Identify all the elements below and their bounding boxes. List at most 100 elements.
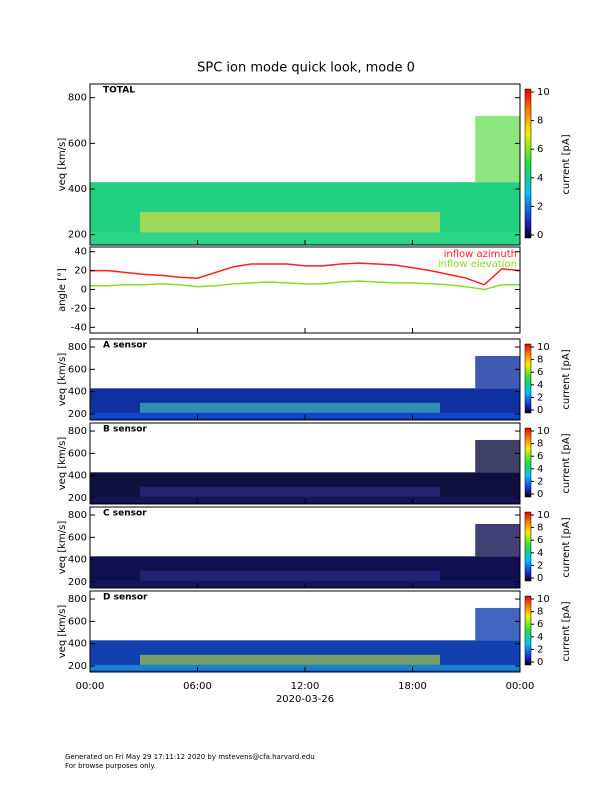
panel-label: D sensor — [103, 593, 148, 603]
y-axis-label: veq [km/s] — [57, 353, 68, 407]
colorbar-tick-label: 2 — [537, 392, 543, 403]
colorbar-label: current [pA] — [561, 349, 572, 409]
x-tick-label: 18:00 — [398, 681, 427, 692]
y-tick-label: 400 — [68, 184, 87, 195]
colorbar — [524, 511, 532, 582]
y-tick-label: 600 — [68, 448, 87, 459]
colorbar-tick-label: 6 — [537, 144, 543, 155]
y-tick-label: 200 — [68, 409, 87, 420]
x-tick-label: 12:00 — [291, 681, 320, 692]
y-axis-label: veq [km/s] — [57, 437, 68, 491]
y-tick-label: 400 — [68, 639, 87, 650]
spectrogram-band — [140, 570, 440, 581]
y-tick-label: 600 — [68, 138, 87, 149]
x-tick-label: 06:00 — [183, 681, 212, 692]
spectrogram-band — [140, 211, 440, 233]
colorbar-tick-label: 0 — [537, 405, 543, 416]
y-tick-label: -20 — [71, 303, 87, 314]
colorbar-label: current [pA] — [561, 134, 572, 194]
y-tick-label: 600 — [68, 532, 87, 543]
panel-label: B sensor — [103, 425, 147, 435]
panel-label: A sensor — [103, 341, 148, 351]
colorbar-tick-label: 2 — [537, 644, 543, 655]
y-tick-label: 800 — [68, 342, 87, 353]
y-tick-label: 400 — [68, 387, 87, 398]
colorbar-tick-label: 10 — [537, 87, 550, 98]
colorbar — [524, 427, 532, 498]
footer: For browse purposes only. — [65, 762, 156, 770]
y-tick-label: 800 — [68, 93, 87, 104]
legend-entry: inflow elevation — [438, 259, 517, 270]
y-axis-label: veq [km/s] — [57, 521, 68, 575]
colorbar-tick-label: 6 — [537, 451, 543, 462]
x-tick-label: 00:00 — [506, 681, 535, 692]
y-tick-label: 0 — [81, 285, 87, 296]
spectrogram-band — [90, 232, 520, 244]
y-tick-label: 200 — [68, 493, 87, 504]
colorbar-tick-label: 6 — [537, 367, 543, 378]
panel-label: TOTAL — [103, 86, 135, 96]
colorbar-tick-label: 0 — [537, 657, 543, 668]
y-tick-label: 400 — [68, 555, 87, 566]
y-tick-label: 800 — [68, 594, 87, 605]
colorbar-tick-label: 6 — [537, 535, 543, 546]
colorbar-tick-label: 2 — [537, 476, 543, 487]
colorbar-tick-label: 8 — [537, 355, 543, 366]
y-axis-label: veq [km/s] — [57, 605, 68, 659]
panel-label: C sensor — [103, 509, 147, 519]
line-series — [90, 262, 521, 286]
y-tick-label: 200 — [68, 577, 87, 588]
colorbar-tick-label: 10 — [537, 510, 550, 521]
colorbar — [524, 88, 532, 239]
spectrogram-band — [140, 654, 440, 665]
spectrogram-tail — [475, 439, 520, 473]
spectrogram-tail — [475, 355, 520, 389]
colorbar — [524, 595, 532, 666]
colorbar-tick-label: 4 — [537, 173, 543, 184]
line-series — [90, 280, 520, 291]
colorbar-tick-label: 4 — [537, 632, 543, 643]
colorbar-tick-label: 8 — [537, 523, 543, 534]
y-tick-label: 600 — [68, 616, 87, 627]
colorbar-tick-label: 4 — [537, 380, 543, 391]
colorbar-tick-label: 2 — [537, 560, 543, 571]
colorbar-label: current [pA] — [561, 433, 572, 493]
colorbar-tick-label: 8 — [537, 116, 543, 127]
y-tick-label: 400 — [68, 471, 87, 482]
spectrogram-band — [140, 402, 440, 413]
colorbar-tick-label: 10 — [537, 594, 550, 605]
y-tick-label: 20 — [74, 266, 87, 277]
legend-entry: inflow azimuth — [444, 249, 517, 260]
spectrogram-tail — [475, 523, 520, 557]
colorbar-tick-label: 0 — [537, 230, 543, 241]
y-tick-label: 200 — [68, 661, 87, 672]
colorbar-tick-label: 4 — [537, 464, 543, 475]
colorbar-tick-label: 8 — [537, 607, 543, 618]
y-tick-label: 600 — [68, 364, 87, 375]
spectrogram-tail — [475, 115, 520, 183]
y-tick-label: 800 — [68, 510, 87, 521]
footer: Generated on Fri May 29 17:11:12 2020 by… — [65, 753, 315, 761]
colorbar-tick-label: 6 — [537, 619, 543, 630]
colorbar-tick-label: 8 — [537, 439, 543, 450]
spectrogram-tail — [475, 607, 520, 641]
y-tick-label: 40 — [74, 247, 87, 258]
y-tick-label: 800 — [68, 426, 87, 437]
colorbar-tick-label: 4 — [537, 548, 543, 559]
colorbar-tick-label: 0 — [537, 489, 543, 500]
colorbar-tick-label: 10 — [537, 426, 550, 437]
y-axis-label: veq [km/s] — [57, 138, 68, 192]
x-axis-label: 2020-03-26 — [276, 694, 334, 705]
colorbar-label: current [pA] — [561, 601, 572, 661]
colorbar-label: current [pA] — [561, 517, 572, 577]
y-tick-label: 200 — [68, 230, 87, 241]
y-tick-label: -40 — [71, 322, 87, 333]
y-axis-label: angle [°] — [57, 268, 68, 312]
colorbar — [524, 343, 532, 414]
colorbar-tick-label: 10 — [537, 342, 550, 353]
spectrogram-band — [140, 486, 440, 497]
x-tick-label: 00:00 — [76, 681, 105, 692]
colorbar-tick-label: 2 — [537, 201, 543, 212]
title: SPC ion mode quick look, mode 0 — [197, 61, 415, 76]
